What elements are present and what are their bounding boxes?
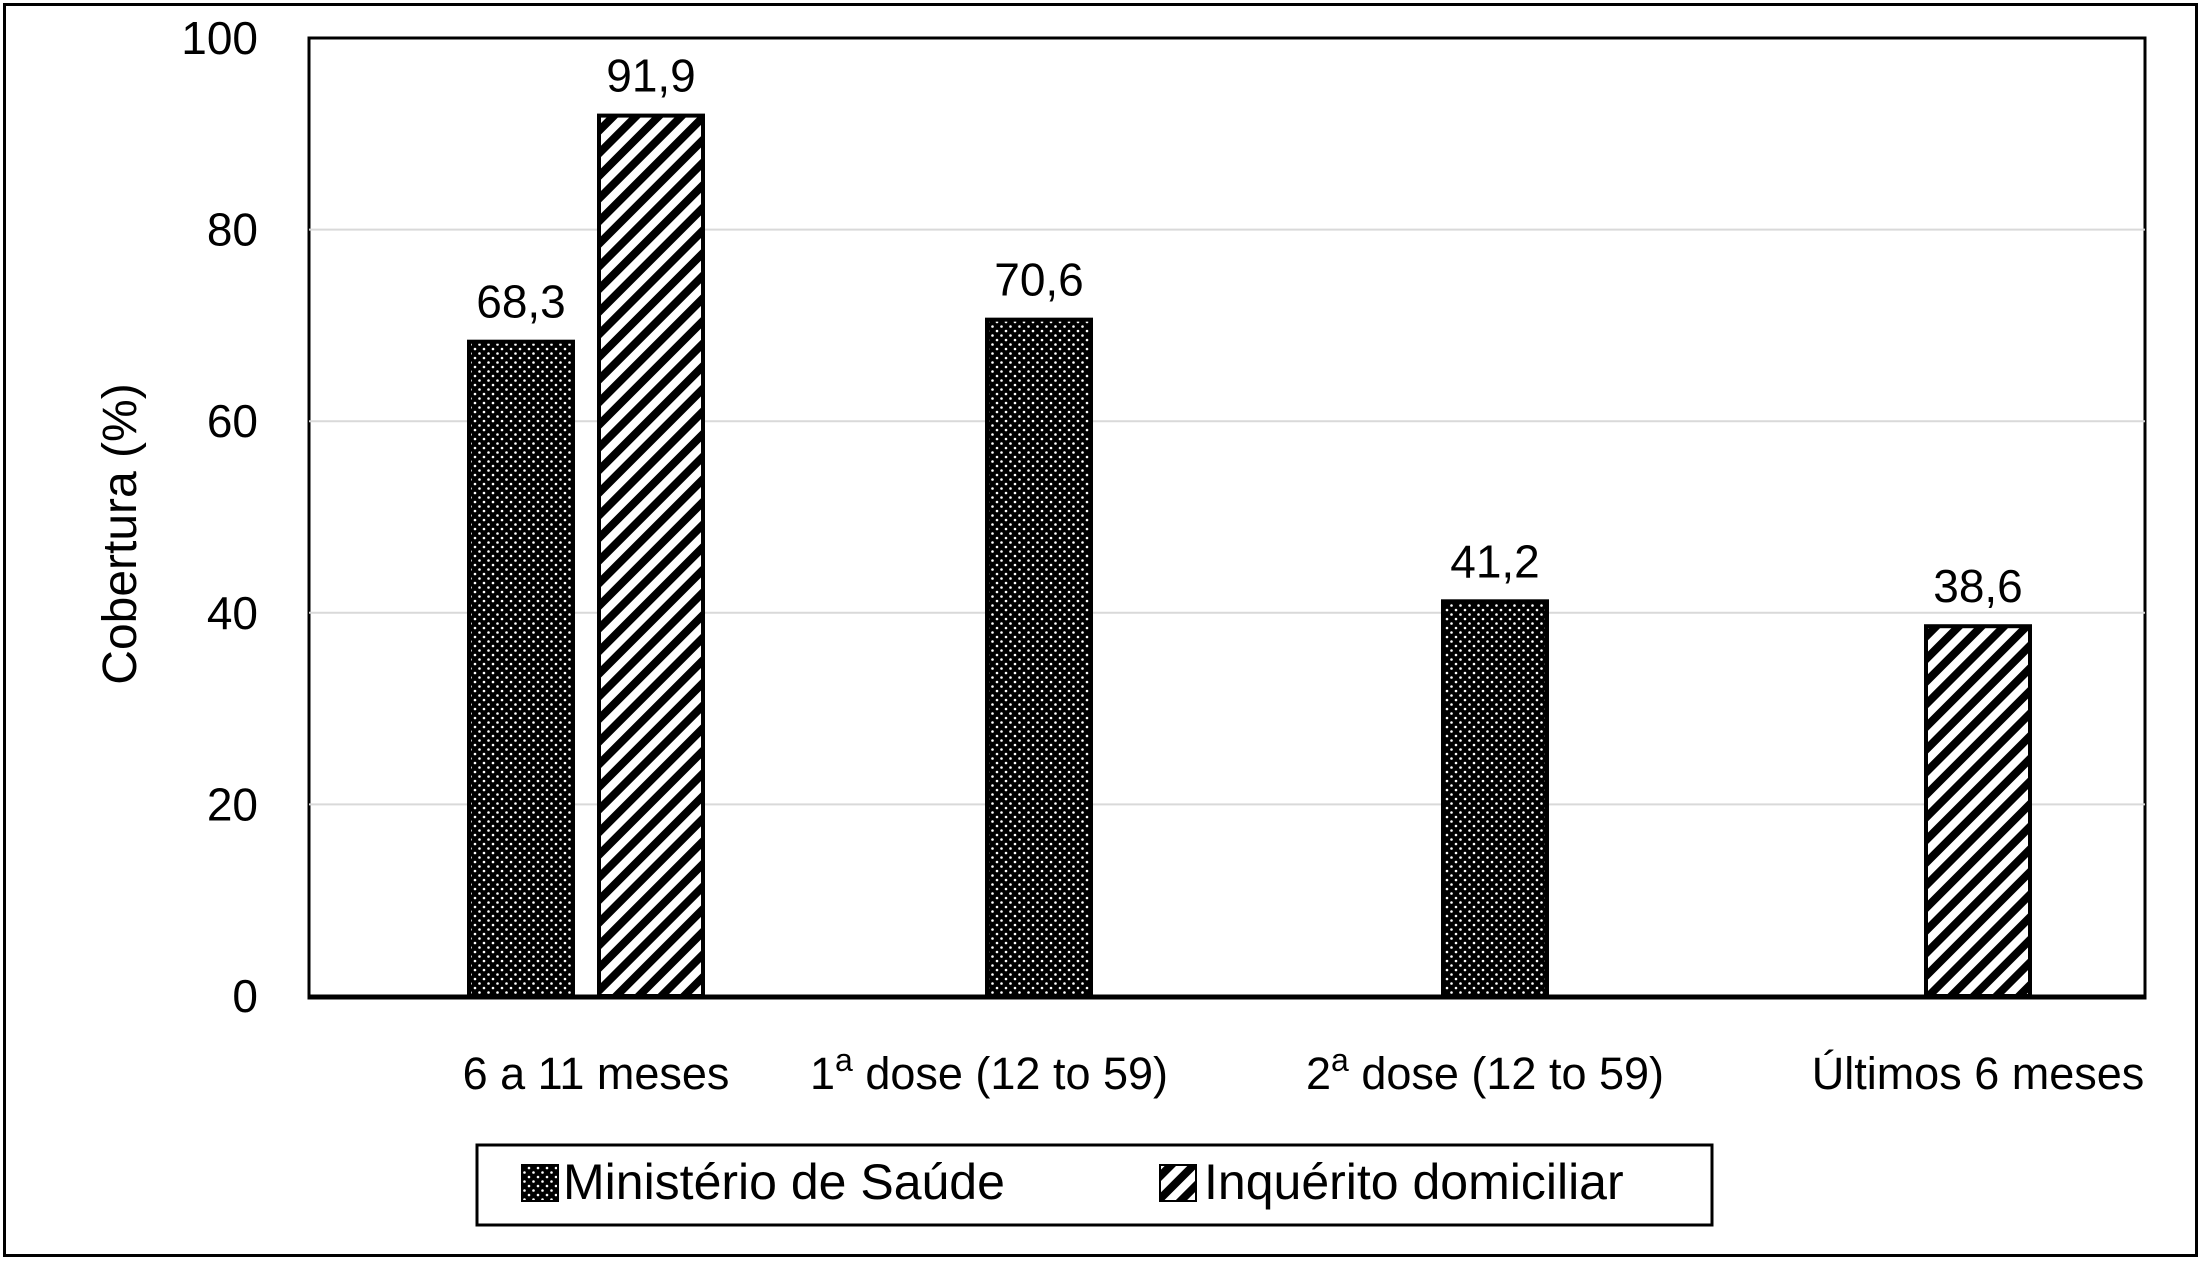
y-axis-label: Cobertura (%) — [94, 383, 147, 684]
x-axis-categories: 6 a 11 meses 1a dose (12 to 59) 2a dose (1… — [463, 1042, 2145, 1099]
bar-inquerito — [597, 113, 705, 998]
bars — [467, 113, 2032, 999]
x-category-label: 1a dose (12 to 59) — [810, 1042, 1168, 1099]
x-category-label: 6 a 11 meses — [463, 1048, 730, 1099]
y-axis-ticks: 0 20 40 60 80 100 — [181, 12, 258, 1022]
category-main-text: 2 — [1306, 1048, 1331, 1099]
legend-swatch-inquerito — [1159, 1164, 1197, 1202]
category-rest-text: dose (12 to 59) — [853, 1048, 1168, 1099]
data-labels: 68,3 91,9 70,6 41,2 38,6 — [476, 50, 2023, 613]
category-main-text: 1 — [810, 1048, 835, 1099]
y-tick-label: 80 — [207, 204, 258, 256]
bar-ministerio — [985, 317, 1093, 999]
gridlines — [309, 228, 2145, 806]
x-category-label: Últimos 6 meses — [1812, 1048, 2145, 1099]
y-tick-label: 100 — [181, 12, 258, 64]
legend-swatch-ministerio — [521, 1164, 559, 1202]
plot-area — [307, 36, 2147, 1000]
data-label: 38,6 — [1933, 560, 2023, 612]
data-label: 91,9 — [606, 50, 696, 102]
legend-label-ministerio: Ministério de Saúde — [563, 1154, 1005, 1210]
x-category-label: 2a dose (12 to 59) — [1306, 1042, 1664, 1099]
data-label: 68,3 — [476, 276, 566, 328]
category-main-text: 6 a 11 meses — [463, 1048, 730, 1099]
category-main-text: Últimos 6 meses — [1812, 1048, 2145, 1099]
y-tick-label: 40 — [207, 587, 258, 639]
bar-ministerio — [467, 339, 575, 999]
bar-ministerio — [1441, 599, 1549, 999]
category-superscript: a — [835, 1042, 853, 1078]
y-tick-label: 60 — [207, 395, 258, 447]
chart-frame — [3, 3, 2198, 1257]
legend-label-inquerito: Inquérito domiciliar — [1204, 1154, 1624, 1210]
y-tick-label: 20 — [207, 778, 258, 830]
legend-box — [475, 1143, 1714, 1227]
data-label: 70,6 — [994, 254, 1084, 306]
bar-inquerito — [1924, 624, 2032, 998]
legend: Ministério de Saúde Inquérito domiciliar — [475, 1143, 1714, 1227]
category-superscript: a — [1331, 1042, 1349, 1078]
y-tick-label: 0 — [232, 970, 258, 1022]
category-rest-text: dose (12 to 59) — [1349, 1048, 1664, 1099]
data-label: 41,2 — [1450, 535, 1540, 587]
